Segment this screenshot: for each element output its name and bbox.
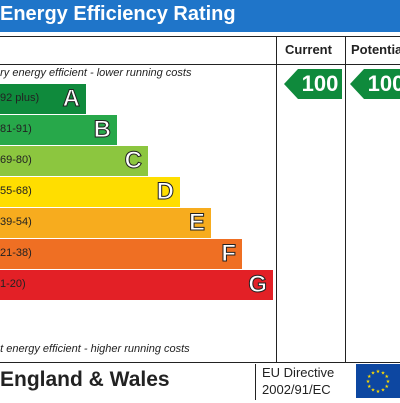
chart-frame: [0, 36, 400, 363]
svg-text:★: ★: [366, 379, 371, 385]
band-range-label: 55-68): [0, 185, 32, 197]
band-range-label: 81-91): [0, 123, 32, 135]
rating-band-d: 55-68) D: [0, 177, 180, 207]
header-divider: [0, 64, 400, 65]
current-arrow-shape: [284, 69, 342, 99]
footer-divider: [255, 364, 256, 400]
band-letter: C: [124, 147, 142, 175]
rating-band-e: 39-54) E: [0, 208, 211, 238]
svg-text:★: ★: [376, 389, 381, 395]
current-rating-value: 100: [301, 71, 339, 96]
svg-text:★: ★: [384, 384, 389, 390]
bottom-note: ot energy efficient - higher running cos…: [0, 343, 190, 355]
svg-text:★: ★: [376, 369, 381, 375]
potential-arrow-shape: [350, 69, 400, 99]
band-letter: E: [188, 209, 205, 237]
footer-country: England & Wales: [0, 368, 170, 391]
band-letter: G: [248, 271, 268, 299]
band-range-label: 1-20): [0, 278, 26, 290]
band-range-label: 69-80): [0, 154, 32, 166]
potential-column-header: Potentia: [351, 42, 400, 57]
band-letter: F: [221, 240, 237, 268]
current-column-header: Current: [285, 42, 332, 57]
directive-line-2: 2002/91/EC: [262, 382, 331, 397]
potential-rating-value: 100: [367, 71, 400, 96]
svg-text:★: ★: [367, 374, 372, 380]
directive-line-1: EU Directive: [262, 365, 335, 380]
band-letter: A: [62, 85, 80, 113]
svg-text:★: ★: [371, 388, 376, 394]
band-range-label: 21-38): [0, 247, 32, 259]
rating-band-g: 1-20) G: [0, 270, 273, 300]
rating-band-f: 21-38) F: [0, 239, 242, 269]
title-bar: Energy Efficiency Rating: [0, 0, 400, 32]
potential-rating-marker: 100: [350, 69, 400, 99]
svg-text:★: ★: [381, 388, 386, 394]
rating-band-a: 92 plus) A: [0, 84, 86, 114]
potential-column-divider: [345, 36, 346, 363]
current-rating-marker: 100: [284, 69, 342, 99]
svg-text:★: ★: [386, 379, 391, 385]
page-title: Energy Efficiency Rating: [0, 3, 236, 25]
svg-text:★: ★: [381, 370, 386, 376]
svg-text:★: ★: [384, 374, 389, 380]
band-letter: B: [93, 116, 111, 144]
band-letter: D: [156, 178, 174, 206]
rating-band-c: 69-80) C: [0, 146, 148, 176]
svg-text:★: ★: [371, 370, 376, 376]
top-note: ery energy efficient - lower running cos…: [0, 67, 192, 79]
current-column-divider: [276, 36, 277, 363]
band-range-label: 39-54): [0, 216, 32, 228]
rating-band-b: 81-91) B: [0, 115, 117, 145]
band-range-label: 92 plus): [0, 92, 40, 104]
svg-text:★: ★: [367, 384, 372, 390]
eu-flag-icon: ★ ★ ★ ★ ★ ★ ★ ★ ★ ★ ★ ★: [356, 364, 400, 398]
footer-directive: EU Directive 2002/91/EC: [262, 364, 352, 398]
